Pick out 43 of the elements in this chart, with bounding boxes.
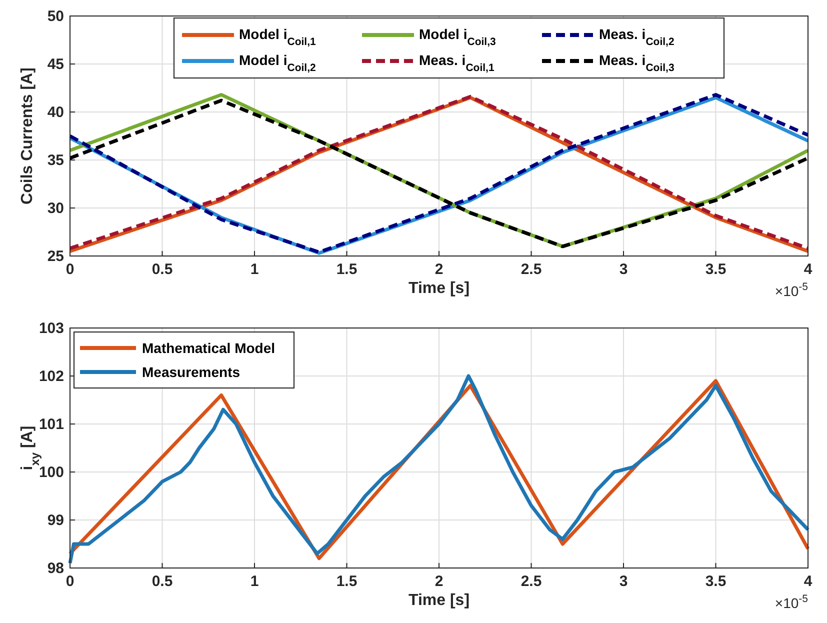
legend-label: Model i$_{Coil,2}$: [239, 52, 316, 74]
x-tick-label: 0.5: [152, 261, 173, 278]
y-tick-label: 100: [38, 464, 64, 481]
x-tick-label: 2: [434, 261, 444, 278]
x-tick-label: 2.5: [520, 573, 542, 590]
x-tick-label: 1: [250, 261, 259, 278]
y-axis-title: Coils Currents [A]: [19, 68, 36, 204]
x-tick-label: 3.5: [705, 573, 726, 590]
y-tick-label: 102: [38, 368, 64, 385]
y-tick-label: 45: [47, 56, 64, 73]
text: ×10$^{-5}$: [774, 281, 808, 299]
x-tick-label: 2.5: [520, 261, 542, 278]
y-tick-label: 30: [47, 200, 64, 217]
y-tick-label: 25: [47, 248, 64, 265]
x-tick-label: 0.5: [152, 573, 173, 590]
x-tick-label: 3.5: [705, 261, 726, 278]
y-tick-label: 103: [38, 320, 64, 337]
x-tick-label: 4: [804, 573, 813, 590]
legend-label: Model i$_{Coil,1}$: [239, 26, 316, 48]
y-tick-label: 40: [47, 104, 64, 121]
x-axis-title: Time [s]: [408, 592, 470, 609]
x-tick-label: 1: [250, 573, 259, 590]
legend-label: Model i$_{Coil,3}$: [419, 26, 496, 48]
x-tick-label: 4: [804, 261, 813, 278]
x-tick-label: 3: [619, 261, 628, 278]
x-tick-label: 3: [619, 573, 628, 590]
x-tick-label: 1.5: [336, 261, 358, 278]
x-axis-title: Time [s]: [408, 280, 470, 297]
x-tick-label: 0: [66, 261, 74, 278]
x-tick-label: 1.5: [336, 573, 358, 590]
legend-label: Mathematical Model: [142, 340, 276, 356]
x-tick-label: 2: [434, 573, 444, 590]
x-tick-label: 0: [66, 573, 74, 590]
y-tick-label: 35: [47, 152, 64, 169]
y-tick-label: 101: [38, 416, 64, 433]
y-tick-label: 99: [47, 512, 64, 529]
text: ×10$^{-5}$: [774, 593, 808, 611]
legend-label: Meas. i$_{Coil,3}$: [599, 52, 674, 74]
legend-label: Meas. i$_{Coil,1}$: [419, 52, 494, 74]
y-tick-label: 98: [47, 560, 64, 577]
legend-label: Meas. i$_{Coil,2}$: [599, 26, 674, 48]
legend-label: Measurements: [142, 364, 240, 380]
y-tick-label: 50: [47, 8, 64, 25]
